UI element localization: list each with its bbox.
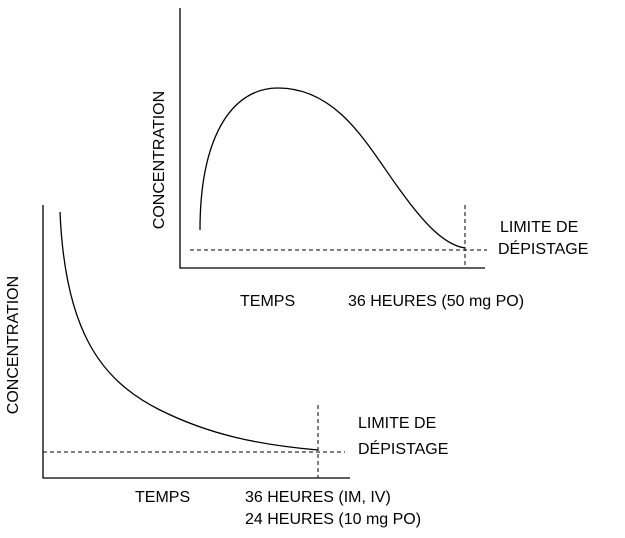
concentration-curve xyxy=(199,87,466,249)
limit-label: LIMITE DE xyxy=(500,219,578,236)
bottom-graph: CONCENTRATION LIMITE DE DÉPISTAGE TEMPS … xyxy=(5,205,448,528)
x-label: TEMPS xyxy=(135,489,190,506)
concentration-curve xyxy=(59,211,319,451)
axes xyxy=(179,8,485,269)
y-label: CONCENTRATION xyxy=(5,276,22,414)
y-label: CONCENTRATION xyxy=(151,91,168,229)
x-label: TEMPS xyxy=(240,293,295,310)
limit-label: DÉPISTAGE xyxy=(498,239,588,258)
axes xyxy=(42,205,350,479)
top-graph: CONCENTRATION LIMITE DE DÉPISTAGE TEMPS … xyxy=(151,8,588,310)
time-label: 24 HEURES (10 mg PO) xyxy=(245,511,421,528)
time-label: 36 HEURES (IM, IV) xyxy=(245,489,391,506)
limit-label: DÉPISTAGE xyxy=(358,439,448,458)
limit-label: LIMITE DE xyxy=(358,415,436,432)
time-label: 36 HEURES (50 mg PO) xyxy=(348,293,524,310)
